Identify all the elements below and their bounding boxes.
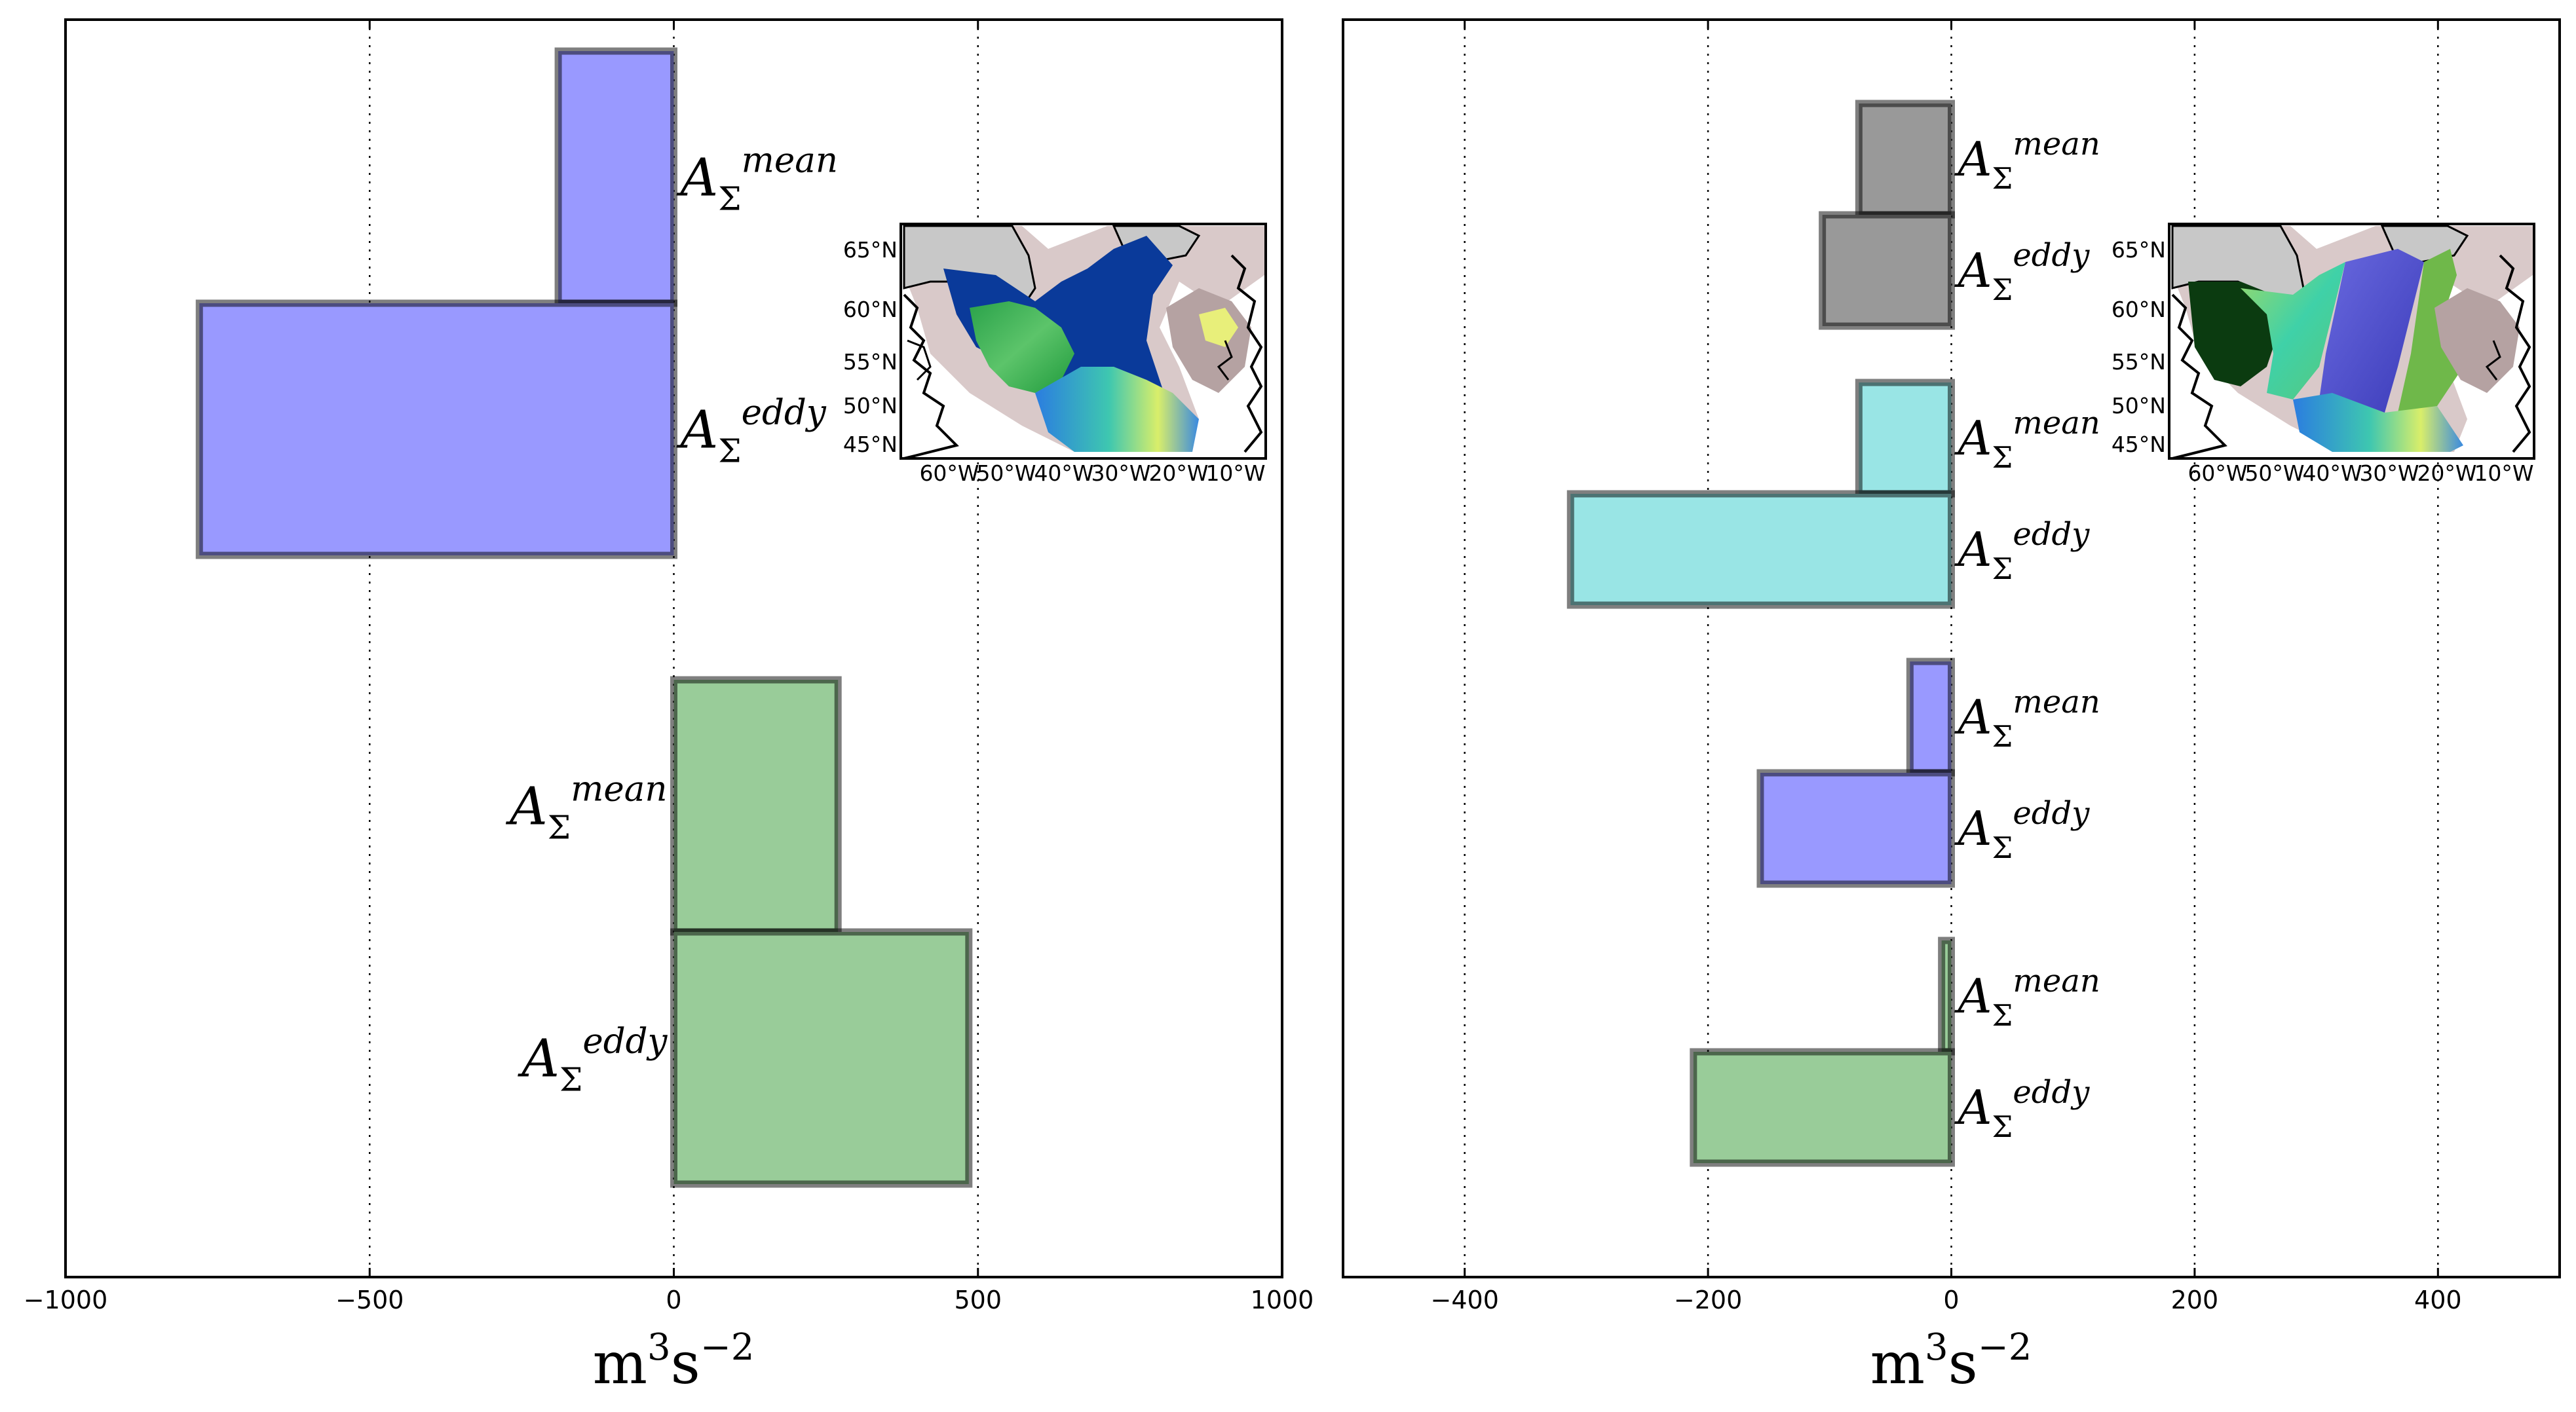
bar [1855,379,1955,498]
lon-label: 50°W [2245,460,2304,486]
bar-label: AΣeddy [1954,1074,2091,1144]
lat-label: 55°N [2112,349,2166,375]
lon-label: 30°W [2359,460,2419,486]
left-x-ticks: −1000 −500 0 500 1000 [24,20,1314,1314]
x-tick-label: 500 [954,1286,1002,1314]
inset-map-image [2171,225,2533,460]
lon-label: 50°W [976,460,1036,486]
inset-lat-labels: 65°N 60°N 55°N 50°N 45°N [843,237,898,457]
bar-label: AΣeddy [517,1022,668,1099]
inset-map-image [903,225,1264,460]
inset-frame [900,223,1267,460]
lon-label: 30°W [1091,460,1150,486]
inset-lon-labels: 60°W 50°W 40°W 30°W 20°W 10°W [2188,460,2533,486]
bar-label: AΣmean [505,770,668,847]
x-tick-label: 200 [2171,1286,2219,1314]
bar [1566,490,1956,609]
lat-label: 60°N [843,297,898,322]
bar [195,299,677,559]
lon-label: 10°W [2474,460,2533,486]
bar [1690,1048,1955,1167]
bar [1855,100,1955,219]
lat-label: 65°N [2112,237,2166,263]
inset-frame [2168,223,2535,460]
bar-label: AΣmean [1954,684,2100,754]
bar [1938,937,1956,1056]
bar-label: AΣeddy [1954,237,2091,307]
lon-label: 60°W [2188,460,2247,486]
bar-label: AΣeddy [1954,516,2091,586]
left-x-axis-label: m3s−2 [593,1326,755,1397]
lon-label: 40°W [1034,460,1093,486]
x-tick-label: 0 [1943,1286,1959,1314]
lon-label: 40°W [2302,460,2362,486]
lat-label: 45°N [2112,432,2166,457]
lat-label: 45°N [843,432,898,457]
x-tick-label: −400 [1431,1286,1499,1314]
bar [1756,769,1955,888]
bar [554,47,678,307]
x-tick-label: −200 [1674,1286,1742,1314]
right-bar-labels: AΣmean AΣeddy AΣmean AΣeddy AΣmean AΣeddy AΣme… [1954,126,2100,1144]
lat-label: 55°N [843,349,898,375]
right-x-ticks: −400 −200 0 200 400 [1431,20,2462,1314]
right-inset-map: 65°N 60°N 55°N 50°N 45°N 60°W 50°W 40°W … [2112,223,2535,486]
bar [670,928,973,1188]
inset-lon-labels: 60°W 50°W 40°W 30°W 20°W 10°W [919,460,1265,486]
lat-label: 50°N [843,393,898,418]
lat-label: 60°N [2112,297,2166,322]
bar-label: AΣmean [1954,405,2100,475]
right-x-axis-label: m3s−2 [1870,1326,2032,1397]
bar-label: AΣmean [676,141,839,218]
bar [670,676,842,936]
bar-label: AΣmean [1954,963,2100,1033]
x-tick-label: 0 [666,1286,681,1314]
bar [1819,211,1955,330]
lat-label: 65°N [843,237,898,263]
x-tick-label: −500 [335,1286,404,1314]
bar-label: AΣeddy [1954,795,2091,865]
inset-lat-labels: 65°N 60°N 55°N 50°N 45°N [2112,237,2166,457]
left-inset-map: 65°N 60°N 55°N 50°N 45°N 60°W 50°W 40°W … [843,223,1267,486]
lon-label: 10°W [1205,460,1265,486]
lon-label: 60°W [919,460,979,486]
bar [1906,658,1956,777]
right-bars [1566,100,1956,1167]
x-tick-label: −1000 [24,1286,108,1314]
bar-label: AΣeddy [676,393,827,470]
bar-label: AΣmean [1954,126,2100,196]
lon-label: 20°W [2417,460,2476,486]
left-bars [195,47,973,1188]
x-tick-label: 400 [2414,1286,2462,1314]
x-tick-label: 1000 [1251,1286,1314,1314]
lat-label: 50°N [2112,393,2166,418]
left-bar-labels: AΣmean AΣeddy AΣmean AΣeddy [505,141,838,1099]
lon-label: 20°W [1148,460,1208,486]
